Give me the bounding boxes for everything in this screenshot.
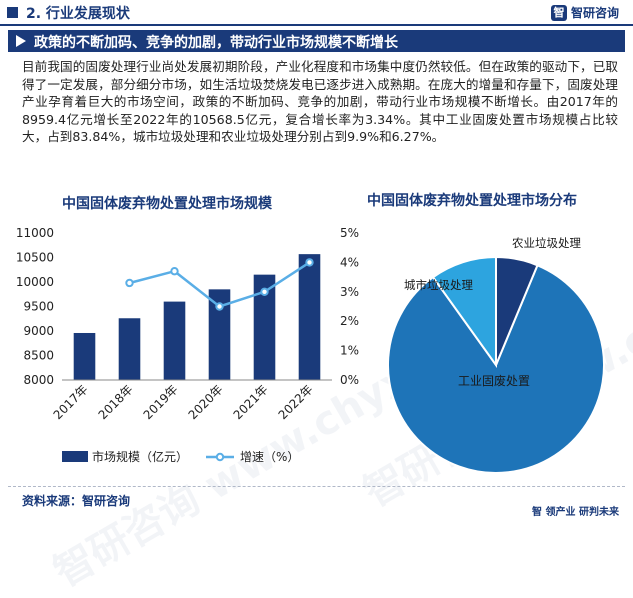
x-tick-label: 2019年 [141, 382, 181, 422]
square-icon [7, 7, 18, 18]
bar [118, 318, 141, 380]
body-paragraph: 目前我国的固废处理行业尚处发展初期阶段，产业化程度和市场集中度仍然较低。但在政策… [22, 59, 618, 144]
chevron-right-icon [16, 35, 26, 47]
y-left-tick-label: 9000 [23, 324, 54, 338]
growth-point [125, 278, 134, 288]
growth-point [170, 267, 179, 276]
pie-label: 农业垃圾处理 [512, 236, 581, 250]
y-left-tick-label: 10500 [16, 251, 54, 265]
section-header: 2. 行业发展现状 智 智研咨询 [0, 0, 633, 26]
brand-logo: 智 智研咨询 [550, 4, 619, 21]
bar [163, 301, 186, 380]
pie-label: 城市垃圾处理 [404, 278, 473, 292]
y-right-tick-label: 3% [340, 285, 359, 299]
headline-text: 政策的不断加码、竞争的加剧，带动行业市场规模不断增长 [34, 35, 398, 51]
x-tick-label: 2020年 [186, 382, 226, 422]
headline-banner: 政策的不断加码、竞争的加剧，带动行业市场规模不断增长 [8, 30, 625, 52]
footer-slogan: 智 领产业 研判未来 [532, 503, 619, 518]
growth-point [215, 302, 224, 311]
pie-chart-title: 中国固体废弃物处置处理市场分布 [367, 193, 577, 209]
legend-bar-swatch [62, 451, 88, 462]
legend-line-label: 增速（%） [240, 450, 299, 464]
logo-text: 智研咨询 [570, 6, 619, 20]
bar [73, 332, 96, 380]
growth-point [305, 258, 314, 267]
y-right-tick-label: 0% [340, 373, 359, 387]
y-right-tick-label: 5% [340, 226, 359, 240]
bar-chart-title: 中国固体废弃物处置处理市场规模 [62, 196, 272, 212]
legend-line-marker [215, 452, 225, 462]
bar-line-chart: 8000 8500 9000 9500 10000 10500 11000 0% 1% 2% 3% 4… [16, 226, 359, 464]
section-title: 2. 行业发展现状 [26, 6, 130, 22]
legend-bar-label: 市场规模（亿元） [92, 449, 188, 464]
bar [253, 274, 276, 380]
pie-chart: 工业固废处置 城市垃圾处理 农业垃圾处理 [387, 236, 605, 474]
pie-slice [387, 263, 605, 474]
pie-label: 工业固废处置 [458, 373, 530, 388]
bar [208, 289, 231, 380]
y-left-tick-label: 8000 [23, 373, 54, 387]
y-right-tick-label: 2% [340, 314, 359, 328]
pie-slice [495, 255, 539, 366]
slogan-mark: 智 [532, 507, 543, 518]
y-left-tick-label: 9500 [23, 300, 54, 314]
y-left-tick-label: 8500 [23, 349, 54, 363]
y-right-tick-label: 1% [340, 344, 359, 358]
y-left-tick-label: 10000 [16, 275, 54, 289]
x-tick-label: 2017年 [51, 382, 91, 422]
x-tick-label: 2022年 [276, 382, 316, 422]
x-tick-label: 2021年 [231, 382, 271, 422]
data-source: 资料来源：智研咨询 [22, 494, 131, 508]
logo-icon: 智 [550, 4, 567, 21]
x-tick-label: 2018年 [96, 382, 136, 422]
bar [298, 254, 321, 380]
y-left-tick-label: 11000 [16, 226, 54, 240]
footer-divider [8, 486, 625, 487]
y-right-tick-label: 4% [340, 255, 359, 269]
slogan-text: 领产业 研判未来 [545, 507, 619, 518]
growth-point [260, 287, 269, 297]
